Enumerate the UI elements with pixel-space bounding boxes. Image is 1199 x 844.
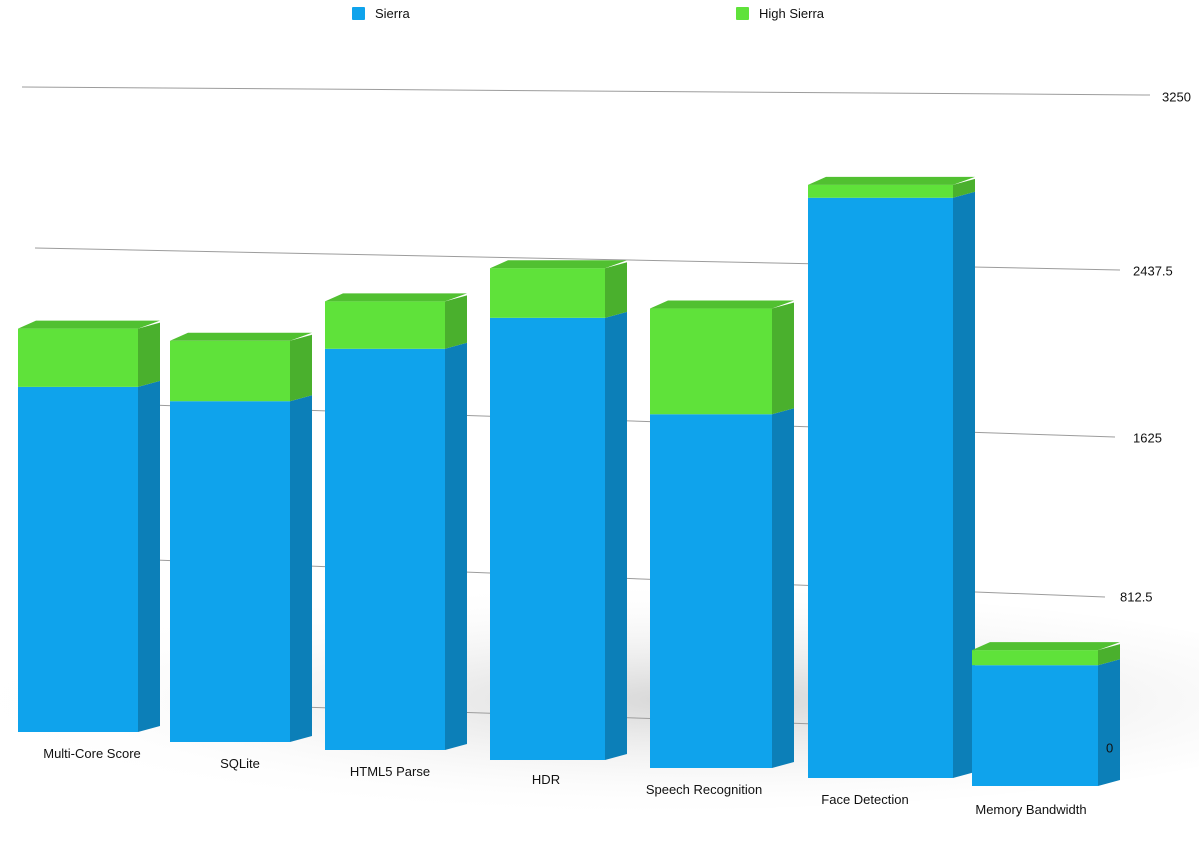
bar-front-face	[650, 308, 772, 415]
bar-side-face	[605, 262, 627, 318]
y-tick-label: 3250	[1162, 89, 1191, 105]
x-category-label: Memory Bandwidth	[975, 802, 1087, 817]
y-tick-label: 0	[1106, 740, 1114, 756]
bar-front-face	[170, 401, 290, 742]
bar-side-face	[1098, 659, 1120, 786]
bar-front-face	[650, 414, 772, 768]
bar-top-face	[650, 300, 794, 309]
bar-front-face	[18, 386, 138, 732]
x-category-label: HTML5 Parse	[349, 764, 431, 779]
bar-side-face	[290, 395, 312, 742]
bar-segment-sierra	[18, 380, 160, 732]
bar-segment-high-sierra	[325, 293, 467, 349]
x-category-label: Speech Recognition	[645, 782, 763, 797]
bar-front-face	[972, 650, 1098, 666]
y-tick-label: 1625	[1133, 430, 1162, 446]
bar-front-face	[808, 184, 953, 198]
x-category-label: Face Detection	[821, 792, 909, 807]
bar-side-face	[138, 322, 160, 387]
legend-item-sierra: Sierra	[352, 6, 410, 21]
bar-segment-sierra	[170, 395, 312, 742]
bar-side-face	[1098, 644, 1120, 666]
bar-front-face	[170, 340, 290, 402]
bar-top-face	[490, 260, 627, 269]
bar-front-face	[325, 348, 445, 750]
bar-segment-sierra	[972, 659, 1120, 786]
bar-side-face	[138, 380, 160, 732]
bar-front-face	[18, 328, 138, 387]
bar-segment-high-sierra	[972, 642, 1120, 666]
bar-segment-sierra	[325, 342, 467, 750]
bar-top-face	[808, 176, 975, 185]
y-tick-label: 812.5	[1120, 589, 1153, 605]
bar-top-face	[972, 642, 1120, 651]
x-category-label: HDR	[531, 772, 561, 787]
bar-top-face	[170, 332, 312, 341]
bar-front-face	[808, 197, 953, 779]
bar-side-face	[953, 191, 975, 779]
bar-segment-high-sierra	[170, 332, 312, 402]
x-category-label: SQLite	[220, 756, 260, 771]
bars	[18, 176, 1120, 786]
legend-label-high-sierra: High Sierra	[759, 6, 825, 21]
bar-segment-high-sierra	[490, 260, 627, 318]
bar-side-face	[772, 302, 794, 415]
gridline	[21, 86, 1151, 96]
bar-top-face	[18, 320, 160, 329]
bar-front-face	[490, 268, 605, 318]
bar-segment-sierra	[808, 191, 975, 779]
bar-segment-high-sierra	[808, 176, 975, 198]
legend-swatch-sierra	[352, 7, 365, 20]
bar-side-face	[605, 311, 627, 760]
bar-side-face	[445, 342, 467, 750]
bar-side-face	[772, 408, 794, 768]
bar-front-face	[972, 665, 1098, 786]
bar-segment-high-sierra	[18, 320, 160, 387]
bar-front-face	[490, 317, 605, 760]
legend-swatch-high-sierra	[736, 7, 749, 20]
bar-segment-high-sierra	[650, 300, 794, 415]
bar-top-face	[325, 293, 467, 302]
legend-item-high-sierra: High Sierra	[736, 6, 824, 21]
bar-side-face	[953, 178, 975, 198]
bar-segment-sierra	[490, 311, 627, 760]
bar-front-face	[325, 301, 445, 349]
bar-segment-sierra	[650, 408, 794, 768]
bar-side-face	[290, 334, 312, 402]
x-category-label: Multi-Core Score	[43, 746, 141, 761]
y-tick-label: 2437.5	[1133, 263, 1173, 279]
legend-label-sierra: Sierra	[375, 6, 410, 21]
bar-side-face	[445, 295, 467, 349]
